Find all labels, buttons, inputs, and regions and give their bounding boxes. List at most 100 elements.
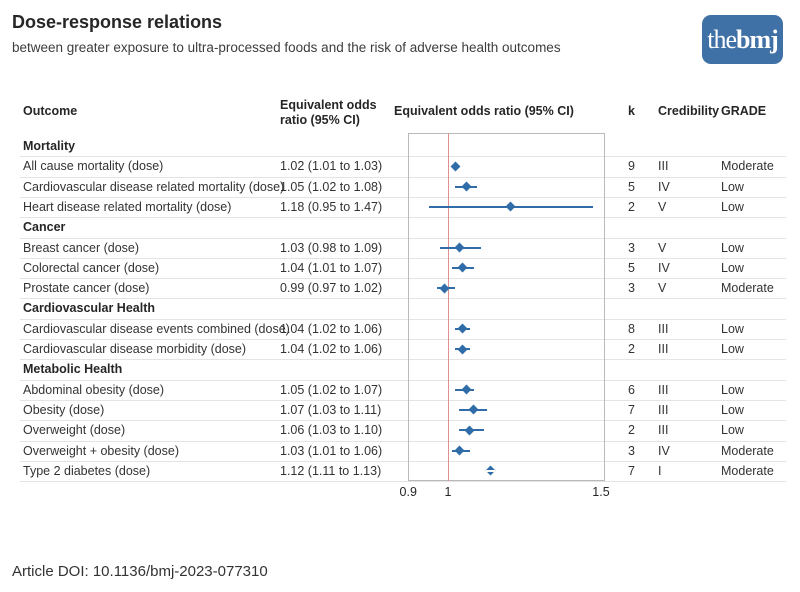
credibility-value: IV [658, 179, 670, 194]
bmj-logo: the bmj [702, 15, 783, 64]
grade-value: Low [721, 179, 744, 194]
section-row: Metabolic Health [0, 359, 800, 379]
bmj-logo-text-the: the [707, 24, 737, 54]
column-header-odds-ratio: Equivalent odds ratio (95% CI) [280, 98, 390, 128]
point-estimate-marker [468, 404, 479, 415]
odds-ratio-value: 1.07 (1.03 to 1.11) [280, 402, 382, 417]
outcome-label: Cardiovascular Health [23, 301, 155, 316]
row-separator [20, 196, 786, 198]
column-header-outcome: Outcome [23, 104, 78, 118]
outcome-label: Metabolic Health [23, 362, 123, 377]
forest-plot-frame [408, 133, 605, 481]
odds-ratio-value: 1.02 (1.01 to 1.03) [280, 159, 383, 174]
table-row: Overweight (dose) 1.06 (1.03 to 1.10) 2 III… [0, 420, 800, 440]
outcome-label: Type 2 diabetes (dose) [23, 463, 151, 478]
point-estimate-marker [465, 425, 475, 436]
point-estimate-marker [505, 201, 516, 212]
outcome-label: Cardiovascular disease morbidity (dose) [23, 342, 247, 356]
k-value: 3 [628, 240, 635, 255]
k-value: 7 [628, 463, 635, 478]
odds-ratio-value: 0.99 (0.97 to 1.02) [280, 281, 383, 296]
table-row: Cardiovascular disease events combined (… [0, 319, 800, 339]
k-value: 7 [628, 402, 635, 417]
row-separator [20, 440, 786, 442]
row-separator [20, 399, 786, 401]
point-estimate-marker [454, 445, 465, 456]
k-value: 9 [628, 159, 635, 174]
outcome-label: Cardiovascular disease events combined (… [23, 321, 290, 336]
grade-value: Moderate [721, 463, 774, 478]
section-row: Cancer [0, 217, 800, 237]
page-subtitle: between greater exposure to ultra-proces… [12, 40, 561, 55]
row-separator [20, 481, 786, 483]
grade-value: Low [721, 321, 744, 336]
point-estimate-marker [461, 384, 472, 395]
row-separator [20, 339, 786, 340]
outcome-label: Prostate cancer (dose) [23, 281, 150, 296]
section-row: Mortality [0, 136, 800, 156]
grade-value: Low [721, 423, 744, 438]
table-row: Cardiovascular disease morbidity (dose) 1… [0, 339, 800, 359]
column-header-odds-ratio-line1: Equivalent odds [280, 98, 377, 112]
k-value: 5 [628, 260, 635, 275]
grade-value: Moderate [721, 443, 774, 458]
row-separator [20, 176, 786, 178]
grade-value: Moderate [721, 281, 774, 296]
grade-value: Low [721, 342, 744, 356]
point-estimate-marker [457, 323, 468, 334]
row-separator [20, 460, 786, 462]
k-value: 2 [628, 199, 635, 214]
odds-ratio-value: 1.03 (1.01 to 1.06) [280, 443, 383, 458]
outcome-label: Mortality [23, 139, 76, 153]
odds-ratio-value: 1.06 (1.03 to 1.10) [280, 423, 383, 438]
outcome-label: Abdominal obesity (dose) [23, 382, 165, 397]
row-separator [20, 298, 786, 300]
odds-ratio-value: 1.04 (1.02 to 1.06) [280, 342, 383, 356]
outcome-label: Overweight + obesity (dose) [23, 443, 179, 458]
bmj-logo-text-bmj: bmj [735, 24, 779, 54]
credibility-value: III [658, 402, 669, 417]
credibility-value: V [658, 281, 667, 296]
column-header-k: k [628, 104, 635, 118]
k-value: 6 [628, 382, 635, 397]
section-row: Cardiovascular Health [0, 298, 800, 318]
credibility-value: III [658, 423, 669, 438]
article-doi: Article DOI: 10.1136/bmj-2023-077310 [12, 563, 268, 580]
outcome-label: Overweight (dose) [23, 423, 126, 438]
reference-line [448, 133, 449, 481]
odds-ratio-value: 1.18 (0.95 to 1.47) [280, 199, 383, 214]
credibility-value: III [658, 159, 669, 174]
odds-ratio-value: 1.04 (1.02 to 1.06) [280, 321, 383, 336]
table-row: Breast cancer (dose) 1.03 (0.98 to 1.09) 3… [0, 238, 800, 258]
table-row: Prostate cancer (dose) 0.99 (0.97 to 1.02… [0, 278, 800, 298]
outcome-label: Cardiovascular disease related mortality… [23, 179, 285, 194]
column-header-plot: Equivalent odds ratio (95% CI) [394, 104, 574, 118]
row-separator [20, 257, 786, 259]
table-row: Obesity (dose) 1.07 (1.03 to 1.11) 7 III Low [0, 400, 800, 420]
row-separator [20, 237, 786, 239]
table-row: Abdominal obesity (dose) 1.05 (1.02 to 1.… [0, 380, 800, 400]
odds-ratio-value: 1.05 (1.02 to 1.07) [280, 382, 383, 397]
marker-split-stripe [486, 469, 496, 472]
page-title: Dose-response relations [12, 12, 223, 32]
grade-value: Low [721, 240, 744, 255]
point-estimate-marker [461, 181, 472, 192]
row-separator [20, 217, 786, 219]
column-header-credibility: Credibility [658, 104, 720, 118]
k-value: 3 [628, 443, 635, 458]
outcome-label: Obesity (dose) [23, 402, 105, 417]
table-row: All cause mortality (dose) 1.02 (1.01 to … [0, 156, 800, 176]
credibility-value: IV [658, 260, 670, 275]
axis-tick-label: 1.5 [592, 485, 610, 499]
odds-ratio-value: 1.04 (1.01 to 1.07) [280, 260, 383, 275]
row-separator [20, 420, 786, 422]
credibility-value: I [658, 463, 662, 478]
row-separator [20, 359, 786, 361]
point-estimate-marker [450, 161, 461, 172]
grade-value: Low [721, 402, 744, 417]
grade-value: Low [721, 382, 744, 397]
credibility-value: III [658, 342, 669, 356]
table-row: Overweight + obesity (dose) 1.03 (1.01 to… [0, 441, 800, 461]
